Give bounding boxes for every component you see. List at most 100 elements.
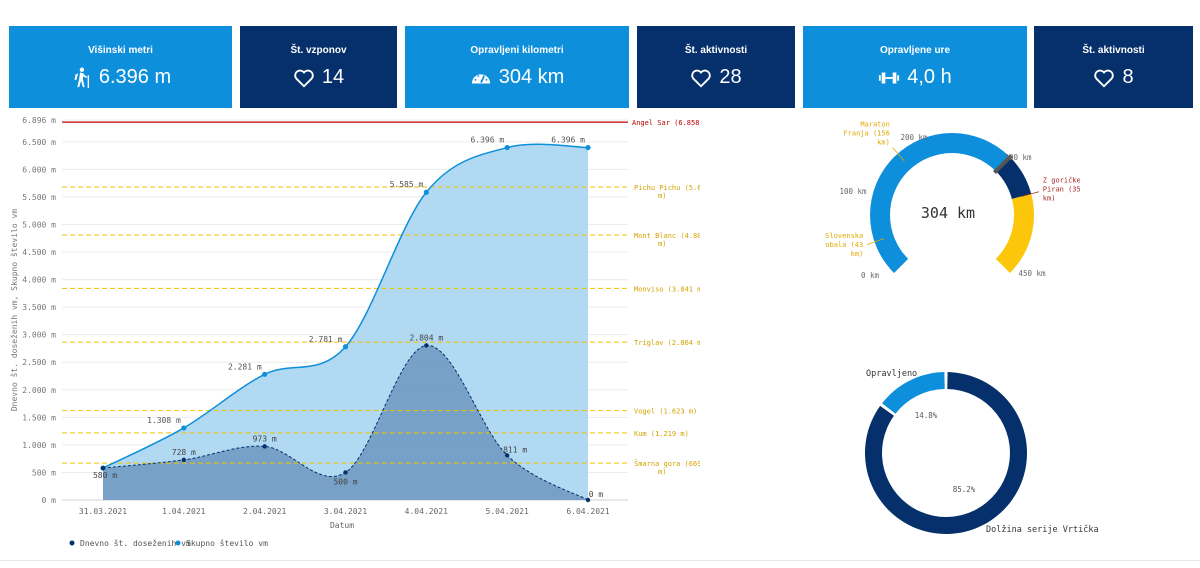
data-point-daily	[585, 497, 591, 503]
hiker-icon	[74, 67, 89, 88]
data-point-total	[585, 144, 591, 151]
y-tick-label: 6.896 m	[22, 116, 56, 125]
x-tick-label: 5.04.2021	[485, 507, 529, 516]
reference-line-label: Monviso (3.841 m)	[634, 285, 700, 293]
data-label-daily: 811 m	[503, 445, 527, 454]
kpi-value: 4,0 h	[907, 66, 952, 88]
kpi-card-st-aktivnosti-2[interactable]: Št. aktivnosti 8	[1034, 26, 1193, 108]
heart-icon	[294, 69, 314, 88]
dumbbell-icon	[879, 72, 900, 83]
donut-slice-label: Opravljeno	[866, 369, 917, 379]
y-tick-label: 1.500 m	[22, 413, 56, 422]
y-tick-label: 500 m	[32, 468, 56, 477]
gauge-tick-label: 200 km	[900, 133, 928, 142]
data-point-daily	[100, 465, 106, 471]
kpi-value: 28	[719, 66, 742, 88]
kpi-label: Št. vzponov	[290, 45, 347, 56]
data-point-total	[342, 344, 349, 350]
gauge-marker-label: Maraton	[860, 120, 890, 128]
gauge-segment	[995, 157, 1032, 199]
gauge-marker-label: Franja (156	[843, 129, 889, 137]
distance-gauge[interactable]: Slovenska obala (43 km) Maraton Franja (156 k…	[820, 120, 1097, 290]
gauge-value: 304 km	[921, 204, 975, 222]
data-point-daily	[504, 453, 510, 458]
donut-svg: 14.8% 85.2% Opravljeno Dolžina serije Vrtič…	[865, 369, 1114, 535]
kpi-value: 6.396 m	[98, 66, 172, 88]
x-tick-label: 1.04.2021	[162, 507, 206, 516]
reference-line-label: Triglav (2.864 m)	[634, 339, 700, 347]
gauge-marker-label: Z goričkega v	[1043, 177, 1080, 185]
reference-line-label-cont: m)	[658, 468, 666, 476]
y-tick-label: 5.000 m	[22, 220, 56, 229]
reference-line-label: Pichu Pichu (5.6...	[634, 184, 700, 192]
kpi-card-opravljeni-kilometri[interactable]: Opravljeni kilometri 304 km	[405, 26, 629, 108]
elevation-area-chart[interactable]: 0 m 500 m 1.000 m 1.500 m 2.000 m 2.500 m 3.00…	[0, 110, 716, 563]
gauge-tick-label: 450 km	[1018, 269, 1046, 278]
y-tick-label: 6.000 m	[22, 165, 56, 174]
data-point-daily	[262, 444, 267, 449]
data-label-total: 6.396 m	[470, 136, 504, 145]
series-donut-chart[interactable]: 14.8% 85.2% Opravljeno Dolžina serije Vrtič…	[840, 360, 1114, 560]
y-tick-label: 0 m	[42, 496, 57, 505]
x-axis-title: Datum	[330, 521, 354, 530]
heart-icon	[1094, 69, 1115, 88]
data-label-daily: 2.804 m	[409, 333, 443, 342]
legend-marker-daily	[69, 540, 75, 546]
kpi-card-opravljene-ure[interactable]: Opravljene ure 4,0 h	[803, 26, 1027, 108]
kpi-value: 304 km	[498, 66, 565, 88]
reference-line-label-cont: m)	[658, 240, 666, 248]
data-point-daily	[181, 457, 187, 463]
gauge-tick-label: 300 km	[1004, 153, 1032, 162]
kpi-value: 8	[1122, 66, 1134, 88]
kpi-label: Št. aktivnosti	[684, 45, 748, 56]
gauge-tick-label: 0 km	[861, 271, 880, 280]
gauge-marker-label: Piran (350	[1043, 186, 1080, 194]
legend-marker-total	[175, 540, 181, 546]
y-axis-title: Dnevno št. doseženih vm, Skupno število …	[9, 209, 19, 411]
donut-slice	[882, 372, 945, 414]
data-label-total: 2.781 m	[309, 335, 343, 344]
heart-icon	[691, 69, 712, 88]
area-chart-svg: 0 m 500 m 1.000 m 1.500 m 2.000 m 2.500 m 3.00…	[9, 116, 716, 548]
gauge-marker-label: km)	[1043, 195, 1056, 203]
gauge-segment	[870, 133, 1010, 273]
series-area-daily	[103, 345, 588, 500]
kpi-card-visinski-metri[interactable]: Višinski metri 6.396 m	[9, 26, 232, 108]
kpi-label: Št. aktivnosti	[1082, 45, 1145, 56]
gauge-marker-line	[892, 147, 905, 162]
data-label-daily: 0 m	[589, 490, 604, 499]
y-tick-label: 5.500 m	[22, 193, 56, 202]
kpi-card-st-vzponov[interactable]: Št. vzponov 14	[240, 26, 397, 108]
y-tick-label: 2.500 m	[22, 358, 56, 367]
kpi-value: 14	[321, 66, 345, 88]
x-tick-label: 4.04.2021	[405, 507, 449, 516]
kpi-label: Opravljeni kilometri	[470, 45, 564, 56]
reference-line-label-cont: m)	[658, 192, 666, 200]
y-tick-label: 3.000 m	[22, 331, 56, 340]
y-tick-label: 2.000 m	[22, 386, 56, 395]
donut-pct-label: 85.2%	[953, 485, 976, 494]
speedometer-icon	[471, 73, 490, 83]
y-tick-label: 3.500 m	[22, 303, 56, 312]
gauge-marker-line	[866, 238, 885, 245]
data-label-daily: 500 m	[333, 477, 357, 486]
legend-label-total: Skupno število vm	[186, 538, 268, 548]
data-label-daily: 728 m	[172, 448, 196, 457]
data-label-total: 5.585 m	[390, 180, 424, 189]
reference-line-label: Mont Blanc (4.808	[634, 232, 700, 240]
gauge-marker-label: km)	[851, 250, 864, 258]
data-label-total: 1.308 m	[147, 416, 181, 425]
data-label-daily: 580 m	[93, 471, 117, 480]
y-tick-label: 4.500 m	[22, 248, 56, 257]
gauge-marker-label: Slovenska	[825, 232, 863, 240]
data-label-total: 2.281 m	[228, 362, 262, 371]
x-tick-label: 3.04.2021	[324, 507, 368, 516]
gauge-marker-label: obala (43	[825, 241, 863, 249]
y-tick-label: 1.000 m	[22, 441, 56, 450]
gauge-tick-label: 100 km	[839, 187, 867, 196]
data-label-daily: 973 m	[253, 434, 277, 443]
donut-slice-label: Dolžina serije Vrtičkarji	[986, 524, 1100, 535]
kpi-card-st-aktivnosti[interactable]: Št. aktivnosti 28	[637, 26, 795, 108]
gauge-segment	[995, 193, 1034, 273]
donut-pct-label: 14.8%	[915, 411, 938, 420]
